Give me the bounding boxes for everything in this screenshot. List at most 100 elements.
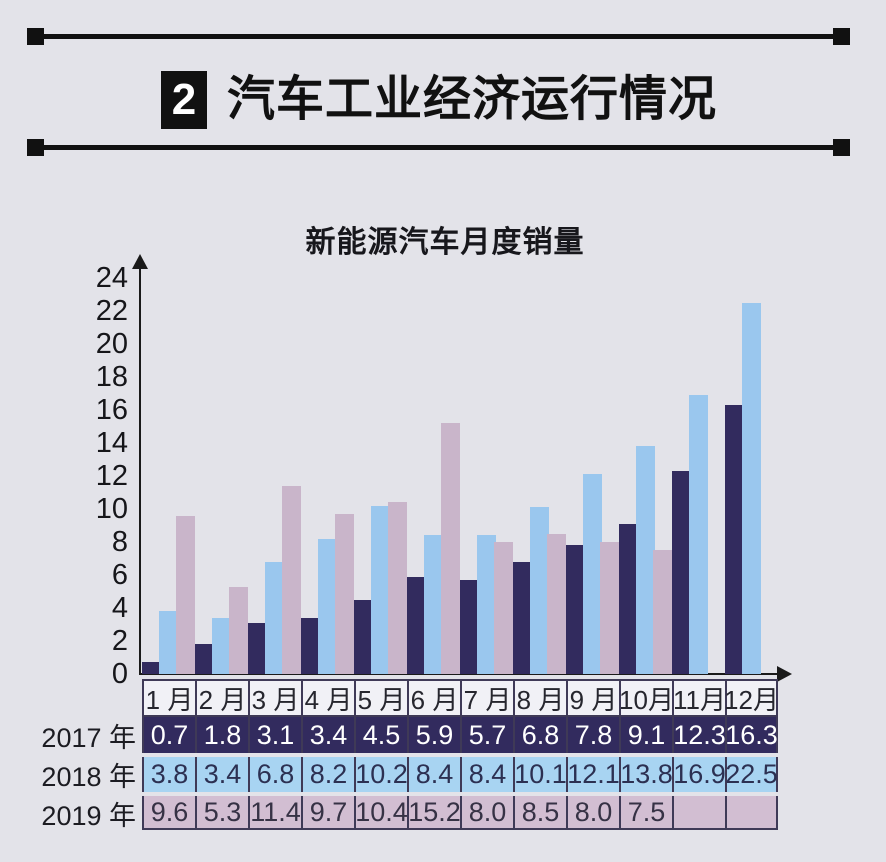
bar-2017年-2 [195, 644, 214, 674]
table-cell: 10.4 [354, 796, 408, 830]
bar-2018年-4 [318, 539, 337, 674]
table-cell: 15.2 [407, 796, 461, 830]
section-title: 汽车工业经济运行情况 [227, 73, 718, 126]
table-cell: 7.8 [566, 717, 619, 753]
table-cell: 6.8 [248, 757, 301, 792]
bar-2017年-11 [672, 471, 691, 674]
y-tick-label: 0 [111, 658, 128, 690]
y-tick-label: 10 [95, 493, 128, 525]
bar-2018年-9 [583, 474, 602, 674]
bar-2019年-3 [282, 486, 301, 674]
bar-2018年-7 [477, 535, 496, 674]
bottom-rule [27, 139, 850, 156]
table-cell: 5.7 [460, 717, 513, 753]
table-cell: 12.1 [566, 757, 620, 792]
table-header-cell: 1 月 [142, 679, 195, 717]
rule-endcap-icon [833, 28, 850, 45]
bar-2018年-11 [689, 395, 708, 674]
bar-2017年-3 [248, 623, 267, 674]
table-header-cell: 9 月 [566, 679, 619, 717]
table-cell: 16.3 [725, 717, 778, 753]
table-header-cell: 11月 [672, 679, 726, 717]
table-cell: 12.3 [672, 717, 726, 753]
table-cell: 8.5 [513, 796, 566, 830]
y-tick-label: 14 [95, 427, 128, 459]
table-header-cell: 5 月 [354, 679, 407, 717]
table-cell: 22.5 [725, 757, 778, 792]
y-axis-arrow-icon [132, 254, 148, 269]
table-cell: 8.4 [460, 757, 513, 792]
bar-2019年-9 [600, 542, 619, 674]
row-label: 2018 年 [41, 762, 136, 792]
y-axis-line [139, 266, 141, 675]
bar-2018年-12 [742, 303, 761, 674]
bar-2017年-1 [142, 662, 161, 674]
y-tick-label: 8 [111, 526, 128, 558]
table-cell: 8.2 [301, 757, 354, 792]
bar-2019年-2 [229, 587, 248, 674]
table-cell: 13.8 [619, 757, 673, 792]
table-header-cell: 3 月 [248, 679, 301, 717]
top-rule [27, 28, 850, 45]
bar-2019年-8 [547, 534, 566, 674]
y-tick-label: 24 [95, 262, 128, 294]
table-cell: 4.5 [354, 717, 407, 753]
table-cell: 16.9 [672, 757, 726, 792]
bar-2019年-4 [335, 514, 354, 674]
x-axis-arrow-icon [777, 666, 792, 682]
bar-2017年-8 [513, 562, 532, 674]
bar-2019年-1 [176, 516, 195, 674]
table-cell: 8.4 [407, 757, 460, 792]
table-header-cell: 2 月 [195, 679, 248, 717]
y-tick-label: 4 [111, 592, 128, 624]
bar-2017年-9 [566, 545, 585, 674]
bar-2018年-6 [424, 535, 443, 674]
bar-2018年-1 [159, 611, 178, 674]
bar-2019年-5 [388, 502, 407, 674]
y-tick-label: 16 [95, 394, 128, 426]
bar-2019年-6 [441, 423, 460, 674]
bar-2017年-12 [725, 405, 744, 674]
y-tick-label: 12 [95, 460, 128, 492]
table-cell: 5.3 [195, 796, 248, 830]
table-cell: 7.5 [619, 796, 672, 830]
bar-2017年-6 [407, 577, 426, 674]
table-cell: 10.2 [354, 757, 408, 792]
rule-endcap-icon [27, 139, 44, 156]
table-cell: 3.8 [142, 757, 195, 792]
table-cell: 9.6 [142, 796, 195, 830]
table-header-cell: 10月 [619, 679, 674, 717]
table-header-cell: 12月 [724, 679, 779, 717]
bar-2018年-3 [265, 562, 284, 674]
table-cell: 8.0 [460, 796, 513, 830]
y-tick-label: 20 [95, 328, 128, 360]
bar-2019年-7 [494, 542, 513, 674]
table-cell [725, 796, 778, 830]
table-cell: 9.1 [619, 717, 672, 753]
bar-2019年-10 [653, 550, 672, 674]
bar-2017年-4 [301, 618, 320, 674]
bar-2017年-5 [354, 600, 373, 674]
table-cell [672, 796, 725, 830]
table-cell: 3.4 [301, 717, 354, 753]
table-header-cell: 4 月 [301, 679, 354, 717]
table-cell: 5.9 [407, 717, 460, 753]
x-axis-line [139, 673, 779, 675]
section-badge: 2 [161, 71, 207, 129]
bar-2018年-10 [636, 446, 655, 674]
table-cell: 8.0 [566, 796, 619, 830]
row-label: 2019 年 [41, 800, 136, 831]
bar-2018年-5 [371, 506, 390, 674]
table-cell: 0.7 [142, 717, 195, 753]
table-header-cell: 7 月 [460, 679, 513, 717]
y-tick-label: 18 [95, 361, 128, 393]
y-tick-label: 22 [95, 295, 128, 327]
table-header-cell: 8 月 [513, 679, 566, 717]
row-label: 2017 年 [41, 722, 136, 753]
table-cell: 10.1 [513, 757, 567, 792]
rule-endcap-icon [27, 28, 44, 45]
y-tick-label: 2 [111, 625, 128, 657]
bar-2018年-8 [530, 507, 549, 674]
table-cell: 3.4 [195, 757, 248, 792]
